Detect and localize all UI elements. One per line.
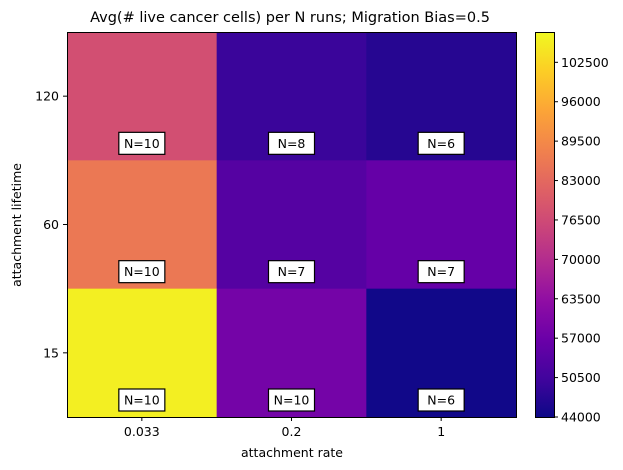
count-label: N=10 (124, 393, 160, 408)
colorbar-tick-label: 102500 (561, 55, 609, 70)
y-axis: 120 60 15 (35, 89, 67, 360)
count-label-box (417, 260, 465, 284)
count-label: N=6 (427, 136, 455, 151)
count-label: N=6 (427, 393, 455, 408)
colorbar-frame (535, 32, 555, 418)
heatmap-cells (67, 32, 517, 418)
x-tick-label: 0.2 (282, 424, 302, 439)
count-label: N=10 (124, 264, 160, 279)
count-label-box (118, 131, 166, 155)
colorbar-tick-label: 50500 (561, 370, 601, 385)
count-labels: N=10 N=8 N=6 N=10 N=7 N=7 N=10 N=10 N=6 (118, 131, 465, 412)
colorbar-tick-label: 63500 (561, 291, 601, 306)
colorbar (535, 32, 554, 417)
count-label-box (417, 131, 465, 155)
y-tick-label: 120 (35, 89, 59, 104)
chart-title: Avg(# live cancer cells) per N runs; Mig… (90, 10, 490, 26)
colorbar-tick-label: 44000 (561, 410, 601, 425)
colorbar-tick-label: 89500 (561, 134, 601, 149)
colorbar-tick-label: 76500 (561, 212, 601, 227)
count-label-box (267, 131, 316, 155)
count-label: N=10 (124, 136, 160, 151)
colorbar-tick-label: 83000 (561, 173, 601, 188)
count-label: N=8 (278, 136, 306, 151)
count-label: N=7 (427, 264, 455, 279)
count-label-box (417, 388, 465, 412)
y-tick-label: 15 (43, 345, 59, 360)
colorbar-tick-label: 96000 (561, 94, 601, 109)
x-tick-label: 0.033 (124, 424, 160, 439)
x-tick-label: 1 (437, 424, 445, 439)
count-label: N=7 (278, 264, 306, 279)
x-axis: 0.033 0.2 1 (124, 417, 445, 439)
count-label-box (118, 260, 166, 284)
colorbar-tick-label: 57000 (561, 331, 601, 346)
y-axis-label: attachment lifetime (9, 163, 24, 287)
count-label-box (267, 260, 316, 284)
count-label-box (267, 388, 316, 412)
count-label: N=10 (274, 393, 310, 408)
colorbar-tick-label: 70000 (561, 252, 601, 267)
x-axis-label: attachment rate (241, 445, 343, 460)
count-label-box (118, 388, 166, 412)
y-tick-label: 60 (43, 217, 59, 232)
colorbar-ticks: 44000 50500 57000 63500 70000 76500 83000 89500… (554, 55, 609, 425)
